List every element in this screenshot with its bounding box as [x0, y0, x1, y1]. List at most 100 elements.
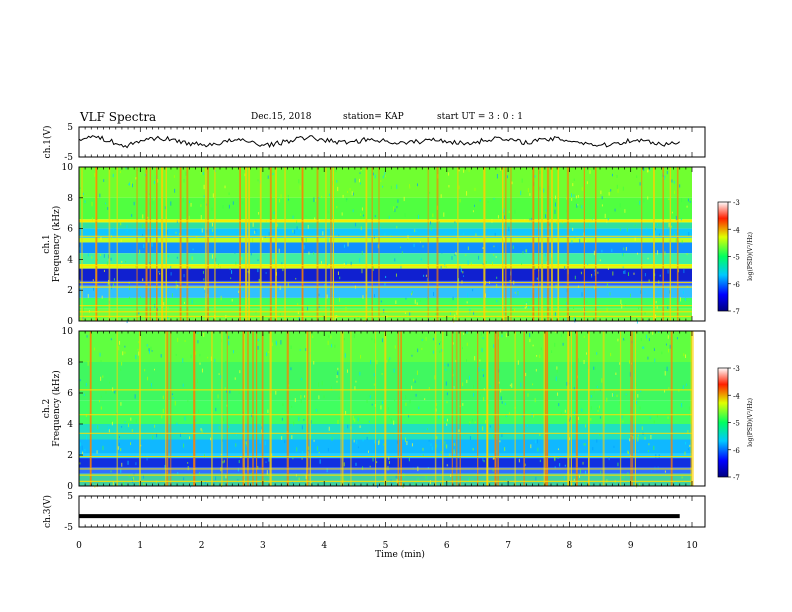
- spectrogram-speckle: [295, 277, 297, 280]
- colorbar-tick-label: -3: [733, 199, 740, 207]
- spectrogram-speckle: [554, 202, 556, 207]
- spectrogram-speckle: [390, 185, 392, 190]
- spectrogram-speckle: [545, 209, 547, 212]
- spectrogram-speckle: [362, 214, 364, 217]
- spectrogram-speckle: [425, 337, 427, 341]
- spectrogram-speckle: [382, 185, 384, 188]
- spectrogram-speckle: [239, 370, 241, 374]
- spectrogram-speckle: [658, 233, 660, 236]
- spectrogram-speckle: [673, 180, 675, 184]
- spectrogram-speckle: [503, 208, 505, 213]
- spectrogram-speckle: [679, 184, 681, 188]
- spectrogram-speckle: [501, 401, 503, 404]
- spectrogram-speckle: [422, 454, 424, 456]
- spectrogram-speckle: [407, 238, 409, 241]
- spectrogram-speckle: [132, 476, 134, 481]
- spectrogram-speckle: [593, 250, 595, 256]
- spectrogram-speckle: [321, 381, 323, 386]
- spectrogram-speckle: [179, 433, 181, 438]
- spectrogram-speckle: [235, 443, 237, 447]
- spectrogram-speckle: [153, 198, 155, 201]
- spectrogram-speckle: [661, 351, 663, 355]
- spectrogram-speckle: [647, 450, 649, 453]
- spectrogram-speckle: [374, 338, 376, 344]
- spectrogram-speckle: [146, 376, 148, 381]
- spectrogram-speckle: [491, 261, 493, 266]
- spectrogram-speckle: [373, 373, 375, 377]
- spectrogram-speckle: [247, 271, 249, 273]
- spectrogram-speckle: [308, 446, 310, 450]
- spectrogram-speckle: [396, 226, 398, 229]
- spectrogram-streak: [179, 167, 182, 321]
- spectrogram-speckle: [429, 480, 431, 485]
- spectrogram-speckle: [423, 245, 425, 248]
- spectrogram-speckle: [268, 351, 270, 354]
- spectrogram-speckle: [591, 276, 593, 278]
- spectrogram-speckle: [571, 240, 573, 244]
- spectrogram-speckle: [231, 270, 233, 274]
- spectrogram-speckle: [593, 366, 595, 370]
- spectrogram-speckle: [440, 341, 442, 344]
- spectrogram-speckle: [655, 300, 657, 304]
- spectrogram-streak: [116, 167, 118, 321]
- spectrogram-speckle: [361, 207, 363, 211]
- spectrogram-streak: [669, 167, 672, 321]
- spectrogram-speckle: [589, 170, 591, 174]
- spectrogram-speckle: [334, 344, 336, 348]
- spectrogram-speckle: [482, 457, 484, 462]
- spectrogram-speckle: [644, 311, 646, 315]
- spectrogram-speckle: [493, 344, 495, 348]
- spectrogram-speckle: [579, 474, 581, 478]
- spectrogram-speckle: [120, 239, 122, 242]
- spectrogram-speckle: [360, 354, 362, 359]
- spectrogram-band: [79, 264, 692, 269]
- spectrogram-speckle: [144, 368, 146, 372]
- spectrogram-speckle: [520, 382, 522, 387]
- spectrogram-speckle: [511, 181, 513, 185]
- spectrogram-speckle: [650, 434, 652, 440]
- spectrogram-speckle: [644, 273, 646, 277]
- spectrogram-speckle: [665, 343, 667, 346]
- spectrogram-speckle: [84, 200, 86, 204]
- spectrogram-speckle: [380, 180, 382, 183]
- spectrogram-streak: [246, 331, 249, 486]
- spectrogram-speckle: [79, 279, 81, 282]
- spectrogram-speckle: [462, 382, 464, 387]
- spectrogram-speckle: [307, 224, 309, 229]
- spectrogram-speckle: [299, 349, 301, 351]
- spectrogram-speckle: [370, 308, 372, 312]
- spectrogram-speckle: [326, 294, 328, 299]
- spectrogram-speckle: [612, 271, 614, 276]
- spectrogram-speckle: [177, 337, 179, 342]
- spectrogram-speckle: [126, 224, 128, 229]
- spectrogram-speckle: [596, 407, 598, 410]
- spectrogram-streak: [442, 331, 444, 486]
- spectrogram-speckle: [537, 447, 539, 452]
- spectrogram-speckle: [466, 191, 468, 196]
- spectrogram-streak: [690, 331, 693, 486]
- spectrogram-speckle: [532, 415, 534, 418]
- panel-frame: [78, 495, 706, 528]
- spectrogram-speckle: [138, 341, 140, 344]
- spectrogram-speckle: [439, 343, 441, 345]
- spectrogram-speckle: [140, 296, 142, 299]
- spectrogram-speckle: [640, 338, 642, 342]
- spectrogram-speckle: [559, 463, 561, 467]
- spectrogram-speckle: [433, 292, 435, 297]
- spectrogram-speckle: [292, 457, 294, 460]
- spectrogram-speckle: [623, 247, 625, 251]
- spectrogram-speckle: [659, 292, 661, 295]
- spectrogram-speckle: [82, 451, 84, 455]
- spectrogram-speckle: [150, 385, 152, 390]
- spectrogram-speckle: [82, 192, 84, 196]
- spectrogram-speckle: [411, 385, 413, 391]
- spectrogram-speckle: [494, 232, 496, 237]
- spectrogram-speckle: [473, 392, 475, 397]
- spectrogram-speckle: [449, 312, 451, 315]
- spectrogram-speckle: [583, 335, 585, 338]
- spectrogram-speckle: [318, 197, 320, 200]
- spectrogram-speckle: [322, 231, 324, 236]
- spectrogram-speckle: [373, 383, 375, 386]
- y-tick-label: 6: [67, 389, 73, 399]
- spectrogram-speckle: [204, 481, 206, 484]
